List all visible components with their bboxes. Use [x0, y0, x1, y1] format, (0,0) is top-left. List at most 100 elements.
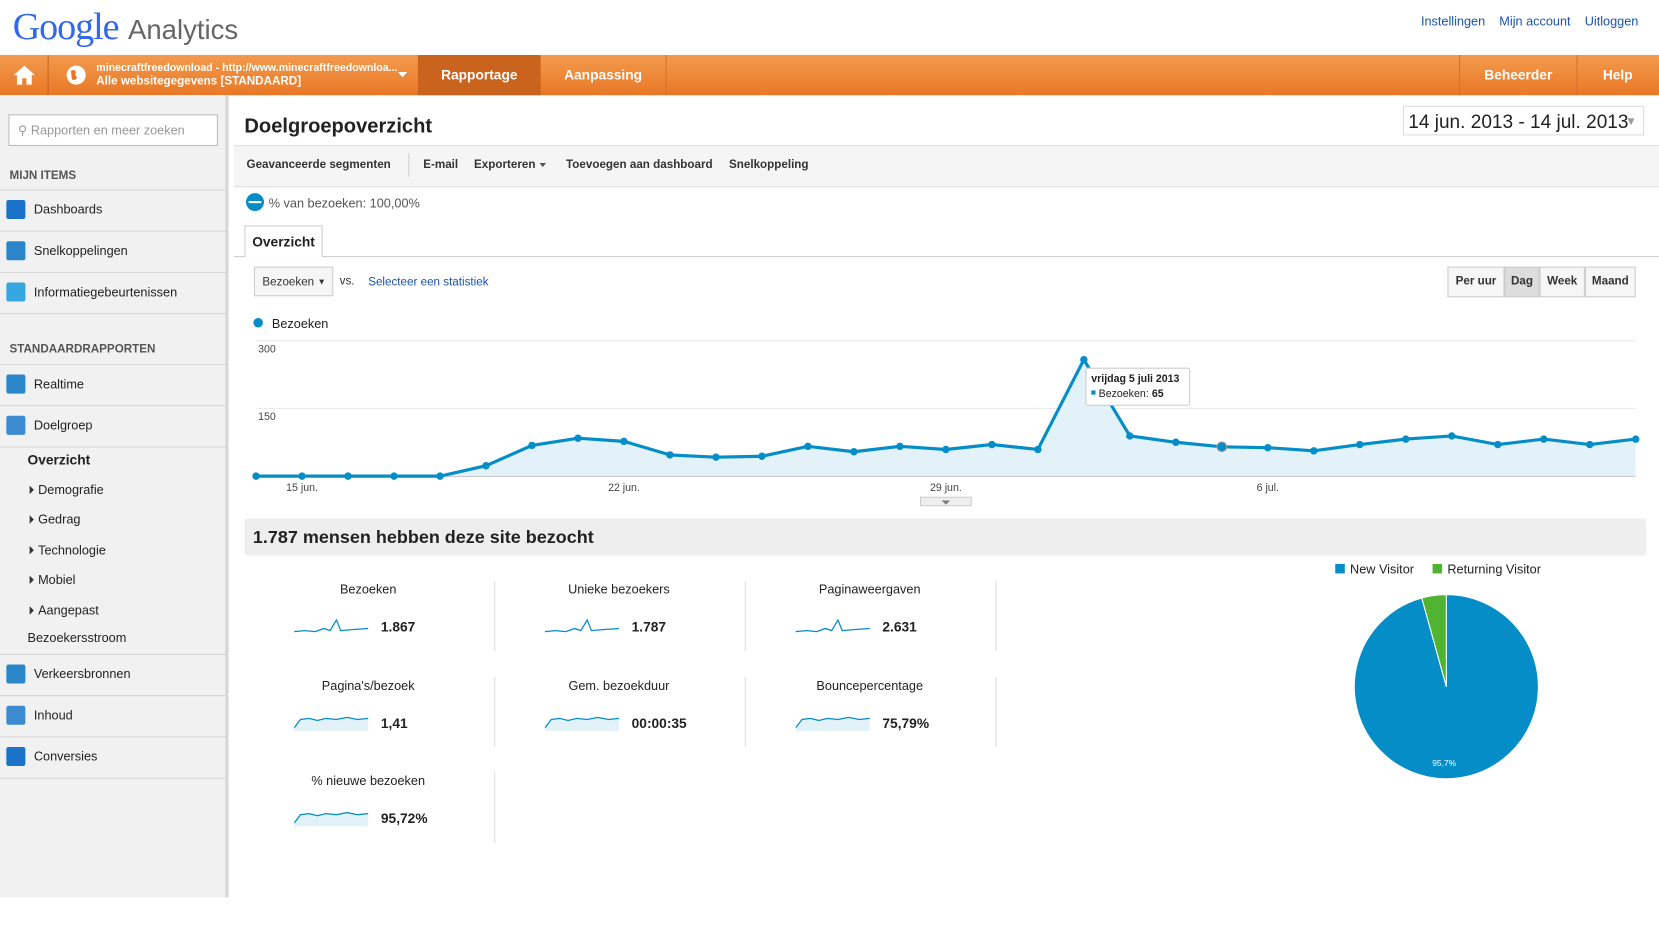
point — [1126, 432, 1134, 440]
period-button[interactable]: Week — [1539, 266, 1585, 298]
user-links: Instellingen Mijn account Uitloggen — [1421, 14, 1638, 29]
sidebar-item-label: Snelkoppelingen — [33, 243, 128, 259]
summary-band: 1.787 mensen hebben deze site bezocht — [244, 518, 1647, 556]
point — [1494, 440, 1502, 449]
metric-value: 00:00:35 — [631, 715, 687, 732]
sidebar-sub-item[interactable]: Bezoekersstroom — [27, 630, 127, 646]
sidebar-sub-item[interactable]: Demografie — [38, 482, 104, 498]
sparkline-area — [795, 717, 870, 732]
select-metric-link[interactable]: Selecteer een statistiek — [368, 276, 489, 289]
metric-divider — [744, 677, 746, 747]
legend-label: New Visitor — [1350, 562, 1415, 576]
tooltip-label: Bezoeken: — [1099, 388, 1149, 400]
sidebar-icon — [6, 705, 26, 725]
toolbar-button[interactable]: Exporteren — [474, 158, 536, 172]
sparkline-area — [544, 717, 619, 732]
link[interactable]: Instellingen — [1420, 13, 1486, 29]
nav-help[interactable]: Help — [1602, 66, 1633, 83]
nav-tab[interactable]: Aanpassing — [541, 55, 667, 96]
sparkline — [294, 618, 369, 633]
point — [482, 462, 490, 470]
nav-admin[interactable]: Beheerder — [1459, 55, 1578, 96]
point — [528, 441, 536, 450]
toolbar-button[interactable]: Snelkoppeling — [728, 158, 809, 172]
toolbar-button[interactable]: Geavanceerde segmenten — [246, 158, 391, 172]
divider — [47, 55, 49, 96]
metric-divider — [494, 772, 496, 843]
period-button[interactable]: Per uur — [1447, 266, 1505, 298]
sparkline — [544, 716, 620, 732]
metric-select[interactable]: Bezoeken ▼ — [253, 266, 334, 297]
point — [804, 442, 812, 451]
report-title: Doelgroepoverzicht — [244, 115, 433, 138]
link[interactable]: Uitloggen — [1584, 13, 1639, 29]
sidebar-sub-active[interactable]: Overzicht — [27, 451, 91, 468]
search-placeholder: Rapporten en meer zoeken — [30, 122, 185, 138]
date-range[interactable]: 14 jun. 2013 - 14 jul. 2013 ▼ — [1402, 105, 1645, 136]
sidebar-icon — [6, 374, 26, 394]
metric-label: Unieke bezoekers — [568, 581, 670, 597]
account-selector[interactable]: minecraftfreedownload - http://www.minec… — [96, 62, 397, 87]
sparkline-area — [796, 620, 870, 635]
sparkline — [294, 716, 369, 732]
metric-divider — [494, 677, 496, 747]
section-label: STANDAARDRAPPORTEN — [9, 342, 156, 356]
sidebar-arrow — [29, 485, 34, 495]
sidebar-item[interactable] — [0, 189, 226, 232]
sidebar-item[interactable] — [0, 363, 226, 407]
sidebar-sub-item[interactable]: Aangepast — [38, 602, 99, 618]
metric-value: 75,79% — [882, 715, 930, 732]
sparkline-line — [294, 618, 369, 633]
legend-label: Returning Visitor — [1447, 562, 1541, 576]
metric-value: 1,41 — [380, 715, 408, 732]
metric-divider — [995, 580, 997, 651]
toolbar-divider — [408, 153, 410, 177]
y-tick-label: 150 — [258, 411, 276, 423]
sidebar-icon — [6, 664, 26, 684]
legend-swatch — [1432, 563, 1443, 574]
period-button[interactable]: Maand — [1584, 266, 1636, 298]
point — [1356, 440, 1364, 449]
metric-divider — [995, 677, 997, 747]
sparkline-area — [294, 812, 369, 827]
point — [1034, 445, 1042, 454]
sidebar-item-label: Realtime — [33, 376, 84, 392]
toolbar-button[interactable]: Toevoegen aan dashboard — [566, 158, 713, 172]
sidebar-item[interactable] — [0, 405, 226, 448]
sidebar-item[interactable] — [0, 736, 226, 779]
vs-label: vs. — [339, 275, 355, 288]
metric-label: Pagina's/bezoek — [321, 678, 415, 694]
nav-tab-active[interactable]: Rapportage — [417, 55, 541, 96]
point — [988, 440, 996, 449]
pie-slice — [1421, 594, 1447, 687]
point — [942, 445, 950, 454]
sidebar-sub-item[interactable]: Gedrag — [38, 512, 81, 528]
period-button[interactable]: Dag — [1504, 266, 1540, 298]
x-tick-label: 22 jun. — [608, 482, 640, 494]
tooltip-value: 65 — [1152, 388, 1164, 400]
nav-bar — [0, 55, 1659, 96]
x-tick-label: 29 jun. — [930, 482, 962, 494]
segment-label: % van bezoeken: 100,00% — [268, 195, 420, 211]
report-tab[interactable]: Overzicht — [244, 225, 323, 258]
x-tick-label: 6 jul. — [1257, 482, 1279, 494]
search-box[interactable]: ⚲ Rapporten en meer zoeken — [8, 114, 218, 147]
sidebar-arrow — [29, 575, 34, 585]
point — [574, 434, 582, 442]
point — [666, 451, 674, 459]
point — [850, 448, 858, 456]
point — [712, 453, 720, 461]
dropdown-arrow — [539, 162, 546, 168]
sidebar-sub-item[interactable]: Technologie — [38, 542, 106, 558]
sidebar-item[interactable] — [0, 271, 226, 315]
sidebar-item-label: Dashboards — [33, 202, 103, 217]
sidebar-sub-item[interactable]: Mobiel — [38, 572, 76, 588]
point — [1402, 435, 1410, 443]
point — [1310, 447, 1318, 455]
link[interactable]: Mijn account — [1499, 13, 1571, 29]
point — [252, 472, 260, 480]
toolbar-button[interactable]: E-mail — [423, 158, 459, 172]
home-icon[interactable] — [13, 65, 36, 86]
point — [1080, 355, 1088, 364]
